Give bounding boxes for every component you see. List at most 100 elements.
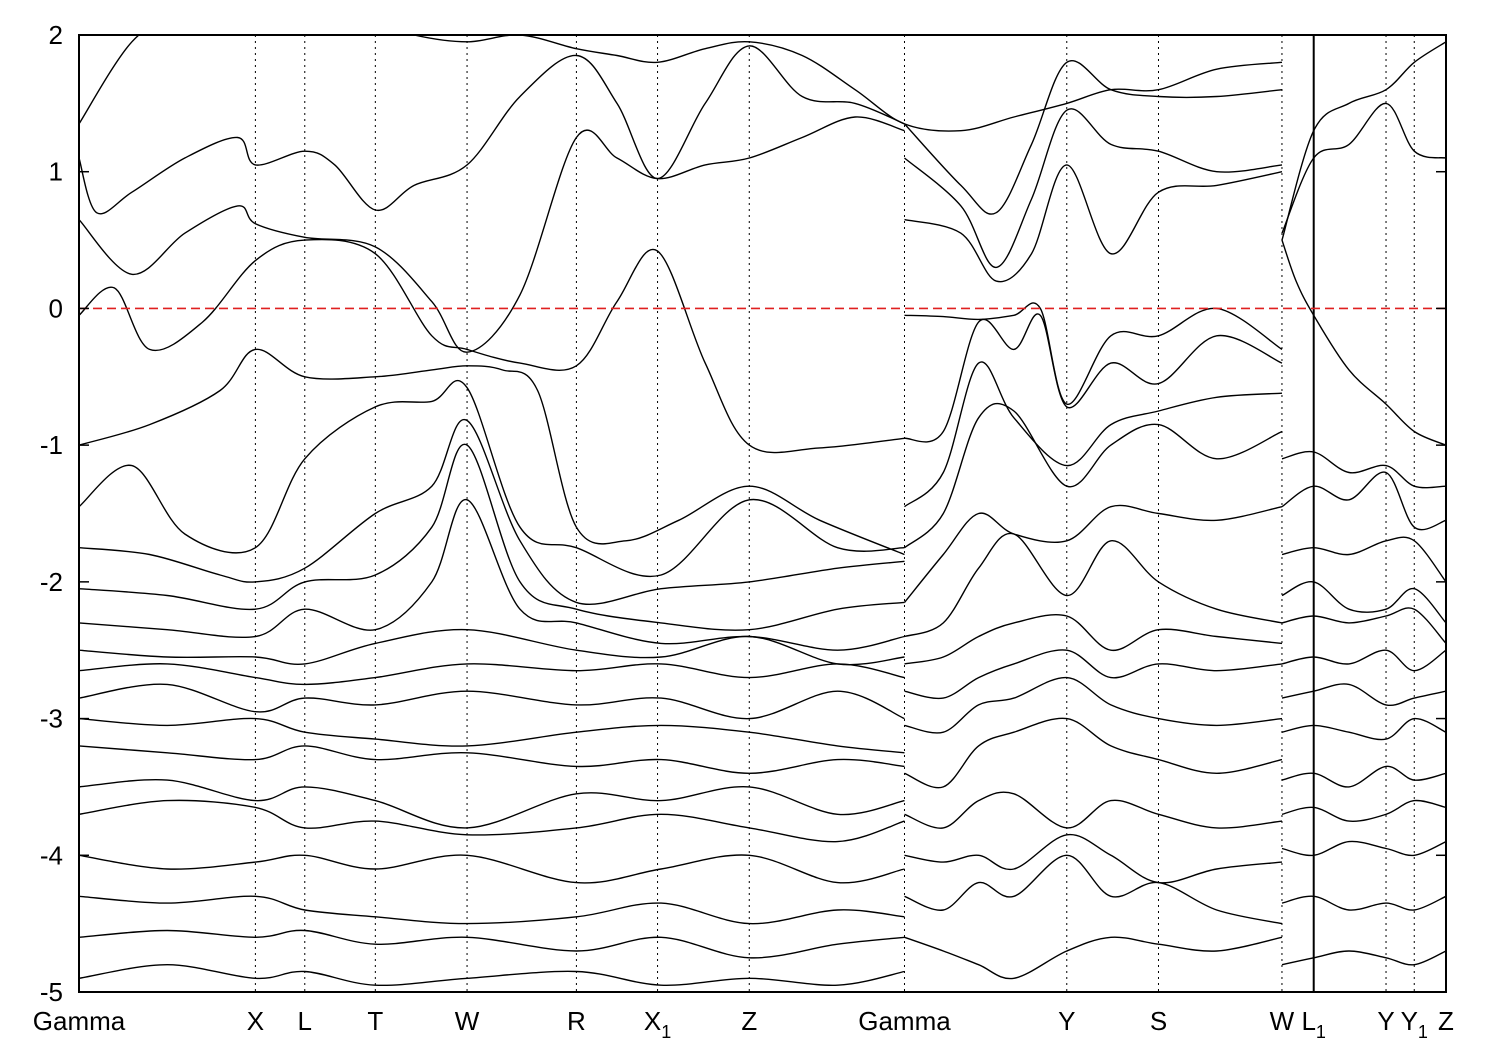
x-tick-label-sub: 1 bbox=[1418, 1022, 1428, 1042]
x-tick-label-base: Z bbox=[1438, 1006, 1454, 1036]
x-tick-label: R bbox=[567, 1006, 586, 1036]
y-tick-label: -1 bbox=[40, 430, 63, 460]
x-tick-label: X1 bbox=[644, 1006, 671, 1042]
band-line bbox=[1281, 649, 1446, 672]
x-tick-label-base: Y bbox=[1058, 1006, 1075, 1036]
plot-frame bbox=[78, 34, 1447, 993]
x-tick-label: X bbox=[247, 1006, 264, 1036]
band-line bbox=[1281, 239, 1446, 446]
band-line bbox=[79, 35, 1283, 132]
band-line bbox=[1281, 683, 1446, 707]
band-line bbox=[79, 348, 905, 556]
x-tick-label: W bbox=[1270, 1006, 1295, 1036]
band-line bbox=[1281, 471, 1446, 531]
y-tick-label: 1 bbox=[49, 157, 63, 187]
band-line bbox=[79, 854, 905, 884]
band-line bbox=[1281, 765, 1446, 788]
y-tick-label: -4 bbox=[40, 840, 63, 870]
band-line bbox=[904, 717, 1283, 789]
x-axis-ticks: Gamma X L T W R X1 Z Gamma Y S W L1 Y Y1 Z bbox=[33, 1006, 1454, 1042]
band-line bbox=[79, 745, 905, 775]
x-tick-label-base: S bbox=[1150, 1006, 1167, 1036]
band-line bbox=[1281, 607, 1446, 644]
band-line bbox=[79, 379, 905, 578]
x-tick-label: L bbox=[298, 1006, 312, 1036]
y-tick-label: 2 bbox=[49, 20, 63, 50]
y-tick-label: -3 bbox=[40, 704, 63, 734]
band-line bbox=[1281, 895, 1446, 911]
band-line bbox=[79, 116, 905, 353]
y-tick-label: -2 bbox=[40, 567, 63, 597]
band-line bbox=[904, 854, 1283, 925]
y-tick-label: -5 bbox=[40, 977, 63, 1007]
band-line bbox=[904, 791, 1283, 829]
band-line bbox=[903, 504, 1283, 603]
band-line bbox=[904, 676, 1283, 734]
x-tick-label-base: Y bbox=[1401, 1006, 1418, 1036]
band-line bbox=[904, 402, 1283, 549]
band-line bbox=[904, 313, 1283, 443]
band-line bbox=[79, 238, 905, 454]
x-tick-label-base: Gamma bbox=[858, 1006, 951, 1036]
band-line bbox=[1281, 581, 1446, 624]
x-tick-label: W bbox=[455, 1006, 480, 1036]
x-tick-label-base: T bbox=[367, 1006, 383, 1036]
x-tick-label-base: X bbox=[644, 1006, 661, 1036]
x-tick-label: S bbox=[1150, 1006, 1167, 1036]
band-line bbox=[903, 59, 1283, 215]
kpoint-grid-lines bbox=[254, 35, 1415, 992]
x-tick-label-base: X bbox=[247, 1006, 264, 1036]
x-tick-label: Y1 bbox=[1401, 1006, 1428, 1042]
x-tick-label-sub: 1 bbox=[661, 1022, 671, 1042]
y-axis-ticks: 2 1 0 -1 -2 -3 -4 -5 bbox=[40, 20, 1446, 1007]
band-line bbox=[1281, 717, 1446, 741]
x-tick-label: Y bbox=[1058, 1006, 1075, 1036]
band-line bbox=[904, 614, 1283, 665]
band-line bbox=[79, 963, 905, 987]
x-tick-label-base: W bbox=[455, 1006, 480, 1036]
x-tick-label-base: L bbox=[298, 1006, 312, 1036]
band-line bbox=[1281, 840, 1446, 857]
band-line bbox=[1281, 41, 1446, 241]
band-line bbox=[904, 164, 1283, 283]
band-line bbox=[79, 895, 905, 925]
band-line bbox=[904, 936, 1283, 980]
band-line bbox=[79, 663, 905, 686]
band-line bbox=[904, 532, 1283, 638]
band-line bbox=[904, 108, 1283, 269]
band-line bbox=[1281, 102, 1446, 234]
x-tick-label: Gamma bbox=[33, 1006, 126, 1036]
band-line bbox=[79, 683, 905, 720]
x-tick-label: L1 bbox=[1301, 1006, 1325, 1042]
band-line bbox=[904, 649, 1283, 700]
x-tick-label: Y bbox=[1377, 1006, 1394, 1036]
band-line bbox=[904, 361, 1283, 508]
band-line bbox=[904, 833, 1283, 884]
band-line bbox=[79, 419, 905, 606]
band-line bbox=[1281, 450, 1446, 489]
band-lines bbox=[79, 35, 1446, 987]
band-line bbox=[79, 443, 905, 631]
band-line bbox=[79, 45, 905, 215]
x-tick-label-base: Y bbox=[1377, 1006, 1394, 1036]
band-line bbox=[1281, 799, 1446, 822]
band-line bbox=[1281, 950, 1446, 966]
x-tick-label-base: Gamma bbox=[33, 1006, 126, 1036]
x-tick-label: Gamma bbox=[858, 1006, 951, 1036]
band-line bbox=[79, 929, 905, 959]
x-tick-label-base: L bbox=[1301, 1006, 1315, 1036]
x-tick-label: Z bbox=[1438, 1006, 1454, 1036]
band-line bbox=[79, 799, 905, 843]
x-tick-label-base: Z bbox=[741, 1006, 757, 1036]
band-line bbox=[79, 628, 905, 666]
x-tick-label-base: R bbox=[567, 1006, 586, 1036]
band-line bbox=[79, 717, 905, 754]
y-tick-label: 0 bbox=[49, 293, 63, 323]
x-tick-label-base: W bbox=[1270, 1006, 1295, 1036]
x-tick-label-sub: 1 bbox=[1316, 1022, 1326, 1042]
band-line bbox=[1281, 536, 1446, 583]
band-line bbox=[79, 779, 905, 829]
x-tick-label: Z bbox=[741, 1006, 757, 1036]
